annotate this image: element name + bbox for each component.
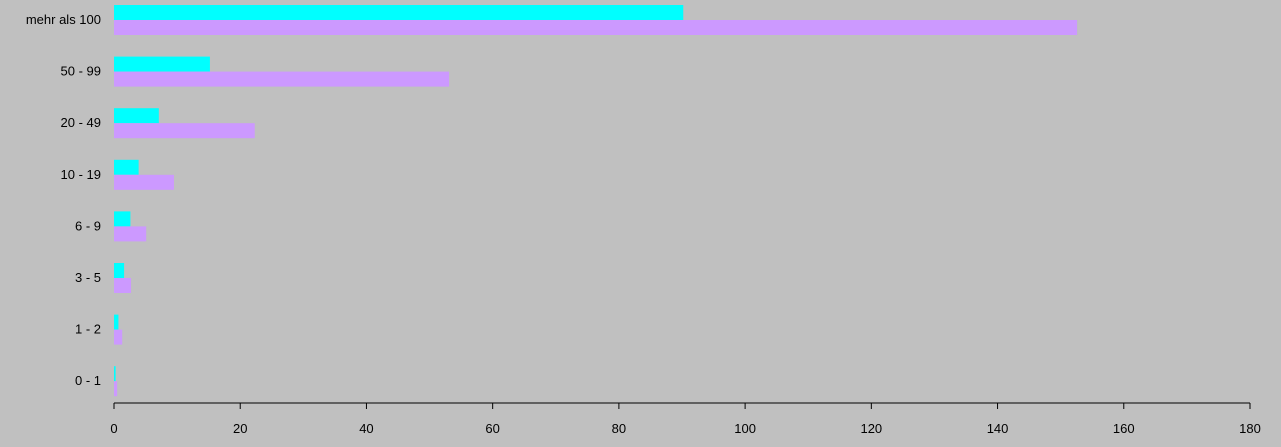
- x-tick-label: 80: [612, 421, 626, 436]
- y-tick-label: 3 - 5: [75, 270, 101, 285]
- x-axis-ticks: 0 20 40 60 80 100 120 140 160 180: [110, 403, 1261, 436]
- x-tick-label: 60: [485, 421, 499, 436]
- x-tick-label: 180: [1239, 421, 1261, 436]
- x-tick-label: 0: [110, 421, 117, 436]
- y-tick-label: 10 - 19: [61, 167, 101, 182]
- y-tick-label: 6 - 9: [75, 218, 101, 233]
- bar-series1-7: [114, 366, 116, 382]
- bars-group: [114, 5, 1078, 397]
- bar-series1-4: [114, 211, 131, 227]
- bar-series1-6: [114, 314, 119, 330]
- y-tick-label: 0 - 1: [75, 373, 101, 388]
- bar-series2-6: [114, 329, 123, 345]
- x-tick-label: 120: [860, 421, 882, 436]
- bar-series1-5: [114, 263, 125, 278]
- bar-series1-1: [114, 56, 210, 72]
- y-axis-labels: mehr als 100 50 - 99 20 - 49 10 - 19 6 - 9 3 …: [26, 12, 101, 388]
- y-tick-label: 20 - 49: [61, 115, 101, 130]
- bar-series2-0: [114, 20, 1078, 35]
- bar-series1-0: [114, 5, 684, 20]
- bar-series2-4: [114, 226, 147, 242]
- bar-series2-3: [114, 174, 174, 190]
- x-tick-label: 100: [734, 421, 756, 436]
- x-tick-label: 140: [987, 421, 1009, 436]
- bar-series1-3: [114, 159, 139, 175]
- x-tick-label: 160: [1113, 421, 1135, 436]
- bar-series2-7: [114, 381, 118, 397]
- y-tick-label: 1 - 2: [75, 322, 101, 337]
- bar-series2-5: [114, 278, 132, 293]
- y-tick-label: 50 - 99: [61, 64, 101, 79]
- y-tick-label: mehr als 100: [26, 12, 101, 27]
- x-tick-label: 20: [233, 421, 247, 436]
- bar-series2-2: [114, 123, 255, 139]
- bar-series1-2: [114, 108, 159, 124]
- bar-series2-1: [114, 71, 450, 87]
- x-tick-label: 40: [359, 421, 373, 436]
